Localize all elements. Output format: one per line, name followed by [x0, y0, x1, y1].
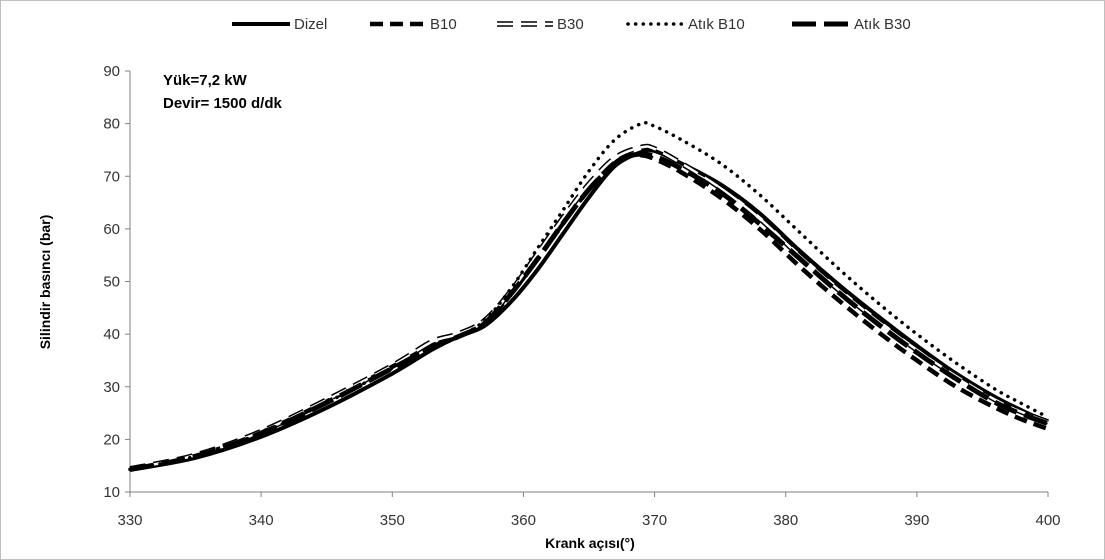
legend-item-1: Dizel	[232, 16, 327, 33]
series-line-5	[129, 151, 1049, 472]
legend: Dizel B10 B30 Atık B10 Atık B30	[232, 16, 911, 33]
x-tick-label: 360	[511, 512, 536, 529]
x-tick-label: 400	[1035, 512, 1060, 529]
series-line-4	[128, 120, 1050, 472]
legend-label: Dizel	[294, 16, 327, 33]
y-axis-title: Silindir basıncı (bar)	[37, 215, 53, 350]
annotation-load: Yük=7,2 kW	[163, 72, 248, 89]
series-layer	[128, 120, 1050, 472]
x-tick-label: 370	[642, 512, 667, 529]
y-tick-label: 90	[103, 63, 120, 80]
legend-item-5: Atık B30	[792, 16, 911, 33]
legend-item-4: Atık B10	[626, 16, 745, 33]
x-tick-label: 330	[117, 512, 142, 529]
legend-item-2: B10	[370, 16, 457, 33]
x-tick-label: 390	[904, 512, 929, 529]
y-tick-label: 30	[103, 379, 120, 396]
x-tick-label: 340	[249, 512, 274, 529]
y-tick-label: 80	[103, 116, 120, 133]
y-tick-label: 10	[103, 484, 120, 501]
y-tick-label: 20	[103, 431, 120, 448]
legend-label: Atık B30	[854, 16, 911, 33]
legend-label: Atık B10	[688, 16, 745, 33]
legend-label: B10	[430, 16, 457, 33]
x-tick-label: 380	[773, 512, 798, 529]
series-line-2	[129, 152, 1049, 472]
y-tick-label: 70	[103, 168, 120, 185]
annotation-speed: Devir= 1500 d/dk	[163, 95, 282, 112]
axes: 10 20 30 40 50 60 70 80 90 330 340 350 360 370 380 390 4…	[103, 63, 1060, 529]
y-tick-label: 40	[103, 326, 120, 343]
series-line-1	[129, 147, 1049, 472]
y-tick-label: 50	[103, 274, 120, 291]
x-axis-title: Krank açısı(°)	[545, 535, 635, 551]
x-tick-label: 350	[380, 512, 405, 529]
y-tick-label: 60	[103, 221, 120, 238]
legend-label: B30	[557, 16, 584, 33]
legend-item-3: B30	[497, 16, 584, 33]
